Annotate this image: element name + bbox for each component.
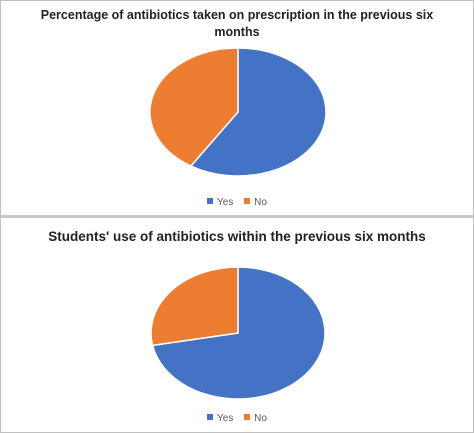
chart-title: Percentage of antibiotics taken on presc… [40, 8, 434, 39]
chart-title: Students' use of antibiotics within the … [48, 229, 426, 244]
legend-swatch [207, 414, 214, 420]
legend-label: Yes [217, 413, 234, 424]
legend-swatch [207, 198, 214, 204]
legend-swatch [244, 414, 251, 420]
pie-slice-yes [189, 47, 327, 177]
legend-swatch [244, 198, 251, 204]
legend-label: Yes [217, 197, 234, 208]
panel-divider [1, 215, 473, 218]
chart-prescription: Percentage of antibiotics taken on presc… [1, 1, 473, 215]
legend-item-yes: Yes [207, 413, 233, 424]
legend-label: No [254, 197, 267, 208]
pie-slice-yes [151, 266, 326, 400]
legend-item-no: No [244, 197, 267, 208]
chart-student-use: Students' use of antibiotics within the … [1, 218, 473, 432]
pie-slice-no [149, 47, 239, 167]
legend: Yes No [1, 413, 473, 424]
pie-slice-no [150, 266, 239, 347]
legend: Yes No [1, 197, 473, 208]
pie-chart [149, 47, 327, 177]
legend-item-no: No [244, 413, 267, 424]
pie-chart [150, 266, 326, 400]
legend-item-yes: Yes [207, 197, 233, 208]
legend-label: No [254, 413, 267, 424]
